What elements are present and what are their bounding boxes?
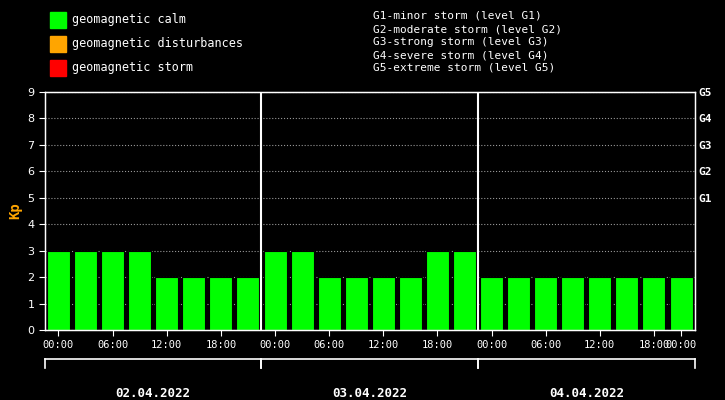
Bar: [182, 277, 205, 330]
Bar: [128, 251, 152, 330]
Text: 03.04.2022: 03.04.2022: [332, 387, 407, 400]
Bar: [263, 251, 286, 330]
Bar: [318, 277, 341, 330]
Text: geomagnetic calm: geomagnetic calm: [72, 14, 186, 26]
Bar: [642, 277, 666, 330]
Bar: [210, 277, 233, 330]
Bar: [616, 277, 639, 330]
Bar: [426, 251, 449, 330]
Bar: [480, 277, 503, 330]
Bar: [399, 277, 422, 330]
Bar: [236, 277, 260, 330]
Bar: [453, 251, 476, 330]
Bar: [669, 277, 692, 330]
Text: G5-extreme storm (level G5): G5-extreme storm (level G5): [373, 63, 555, 73]
Bar: [101, 251, 124, 330]
Bar: [534, 277, 558, 330]
Bar: [47, 251, 70, 330]
Bar: [74, 251, 97, 330]
Y-axis label: Kp: Kp: [8, 203, 22, 219]
Bar: [372, 277, 395, 330]
Text: G3-strong storm (level G3): G3-strong storm (level G3): [373, 37, 549, 47]
Text: geomagnetic disturbances: geomagnetic disturbances: [72, 38, 243, 50]
Bar: [155, 277, 178, 330]
Text: geomagnetic storm: geomagnetic storm: [72, 62, 193, 74]
Text: 04.04.2022: 04.04.2022: [549, 387, 624, 400]
Bar: [588, 277, 611, 330]
Bar: [561, 277, 584, 330]
Bar: [291, 251, 314, 330]
Text: G2-moderate storm (level G2): G2-moderate storm (level G2): [373, 24, 563, 34]
Bar: [344, 277, 368, 330]
Text: 02.04.2022: 02.04.2022: [116, 387, 191, 400]
Bar: [507, 277, 530, 330]
Text: G4-severe storm (level G4): G4-severe storm (level G4): [373, 50, 549, 60]
Text: G1-minor storm (level G1): G1-minor storm (level G1): [373, 11, 542, 21]
